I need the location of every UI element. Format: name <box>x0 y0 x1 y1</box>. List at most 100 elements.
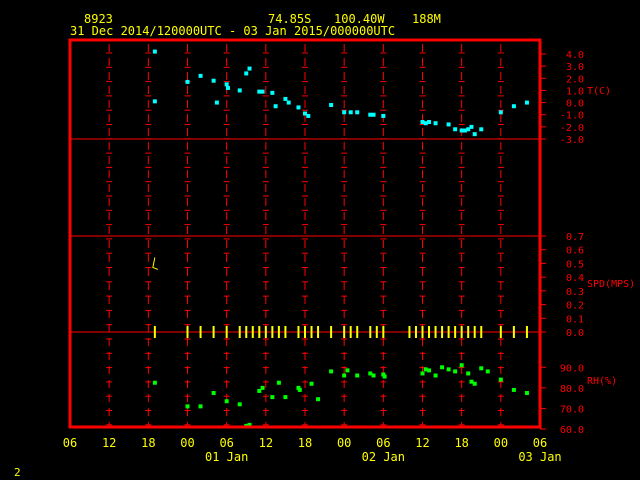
plot-area <box>68 38 542 429</box>
x-tick-label: 12 <box>102 436 116 450</box>
time-period: 31 Dec 2014/120000UTC - 03 Jan 2015/0000… <box>70 24 395 38</box>
humidity-point <box>198 404 203 409</box>
x-tick-label: 00 <box>337 436 351 450</box>
humidity-point <box>423 367 428 372</box>
temperature-point <box>152 49 157 54</box>
temperature-point <box>462 128 467 133</box>
temperature-point <box>342 110 347 115</box>
temperature-point <box>423 121 428 126</box>
x-tick-label: 18 <box>298 436 312 450</box>
humidity-point <box>296 385 301 390</box>
temperature-point <box>257 89 262 94</box>
humidity-point <box>345 368 350 373</box>
humidity-point <box>276 380 281 385</box>
temperature-point <box>244 71 249 76</box>
temperature-point <box>273 104 278 109</box>
temperature-point <box>296 105 301 110</box>
humidity-point <box>498 377 503 382</box>
temperature-point <box>286 100 291 105</box>
y-tick-label: 1.0 <box>566 86 584 97</box>
humidity-point <box>469 379 474 384</box>
temperature-point <box>427 120 432 124</box>
humidity-point <box>309 381 314 386</box>
temperature-point <box>283 96 288 101</box>
humidity-point <box>433 373 438 378</box>
temperature-point <box>152 99 157 104</box>
humidity-point <box>485 369 490 374</box>
temperature-point <box>459 128 464 133</box>
temperature-point <box>511 104 516 109</box>
humidity-point <box>283 395 288 400</box>
temperature-point <box>469 124 474 129</box>
station-id: 8923 <box>84 12 113 26</box>
x-tick-label: 12 <box>415 436 429 450</box>
temperature-point <box>348 110 353 115</box>
temperature-point <box>371 112 376 117</box>
y-tick-label: 0.1 <box>566 314 584 325</box>
temperature-point <box>270 90 275 95</box>
humidity-point <box>211 391 216 395</box>
temperature-point <box>211 78 216 83</box>
wind-speed-axis-label: SPD(MPS) <box>587 279 635 290</box>
page-number: 2 <box>14 466 21 479</box>
x-tick-label: 06 <box>533 436 547 450</box>
temperature-point <box>446 122 451 127</box>
y-tick-label: 2.0 <box>566 74 584 85</box>
plot-frame <box>68 38 542 429</box>
humidity-axis-label: RH(%) <box>587 376 617 387</box>
humidity-point <box>152 380 157 385</box>
x-date-label: 01 Jan <box>205 450 248 464</box>
temperature-point <box>247 66 252 71</box>
humidity-point <box>260 385 265 390</box>
y-tick-label: 60.0 <box>560 425 584 436</box>
x-tick-label: 06 <box>63 436 77 450</box>
humidity-point <box>466 371 471 376</box>
y-axes: 4.03.02.01.00.0-1.0-2.0-3.00.70.60.50.40… <box>540 50 584 436</box>
temperature-point <box>453 127 458 132</box>
x-tick-label: 06 <box>219 436 233 450</box>
y-tick-label: 0.6 <box>566 246 584 257</box>
temperature-point <box>420 120 425 124</box>
data-series <box>152 49 529 428</box>
humidity-point <box>511 387 516 392</box>
humidity-point <box>224 399 229 404</box>
x-date-label: 03 Jan <box>518 450 561 464</box>
x-date-label: 02 Jan <box>362 450 405 464</box>
temperature-point <box>433 121 438 126</box>
humidity-point <box>459 363 464 368</box>
y-tick-label: 0.0 <box>566 99 584 110</box>
grid <box>70 44 540 426</box>
y-tick-label: 4.0 <box>566 50 584 61</box>
station-elevation: 188M <box>412 12 441 26</box>
wind-barb <box>152 257 159 270</box>
humidity-point <box>420 371 425 376</box>
y-tick-label: 70.0 <box>560 404 584 415</box>
humidity-point <box>382 374 387 379</box>
temperature-point <box>306 113 311 118</box>
temperature-point <box>524 100 529 105</box>
y-tick-label: 80.0 <box>560 384 584 395</box>
humidity-point <box>453 369 458 374</box>
temperature-point <box>472 132 477 137</box>
y-tick-label: -1.0 <box>560 111 584 122</box>
humidity-point <box>316 397 321 402</box>
temperature-point <box>381 113 386 118</box>
humidity-point <box>381 372 386 377</box>
humidity-point <box>440 365 445 370</box>
x-tick-label: 00 <box>180 436 194 450</box>
temperature-point <box>260 89 265 94</box>
station-latitude: 74.85S <box>268 12 311 26</box>
temperature-point <box>237 88 242 93</box>
y-tick-label: 3.0 <box>566 62 584 73</box>
humidity-point <box>355 373 360 378</box>
humidity-point <box>446 367 451 372</box>
temperature-point <box>329 103 334 107</box>
temperature-point <box>198 73 203 78</box>
y-tick-label: 0.5 <box>566 259 584 270</box>
humidity-point <box>427 368 432 373</box>
humidity-point <box>270 395 275 400</box>
temperature-point <box>355 110 360 115</box>
temperature-point <box>368 112 373 117</box>
